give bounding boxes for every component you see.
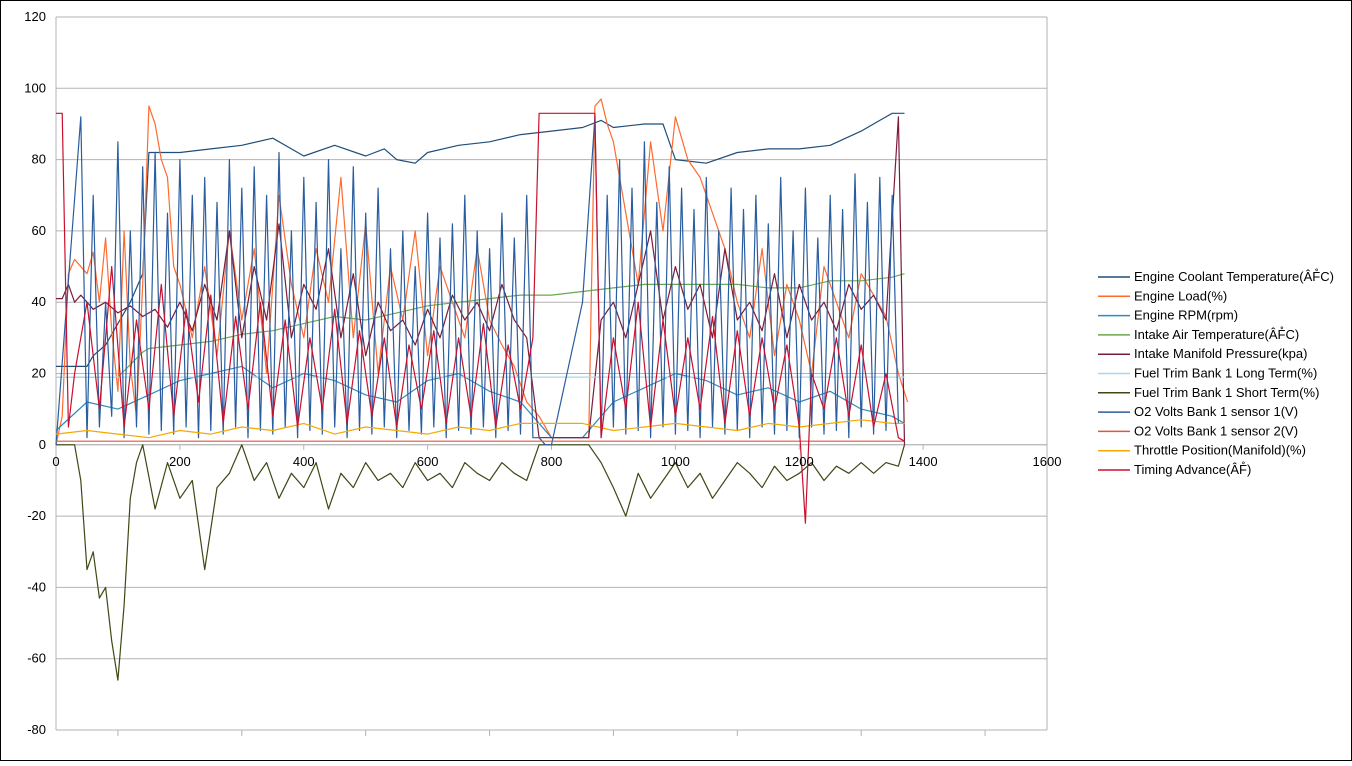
legend-label: Throttle Position(Manifold)(%)	[1134, 443, 1306, 458]
series-line-7	[55, 116, 899, 446]
y-tick-label: -60	[27, 651, 46, 666]
y-tick-label: -40	[27, 579, 46, 594]
series-lines	[55, 98, 909, 681]
y-tick-label: -20	[27, 508, 46, 523]
y-tick-label: 60	[32, 223, 46, 238]
y-tick-label: 80	[32, 152, 46, 167]
y-tick-label: 100	[24, 80, 46, 95]
x-tick-label: 0	[52, 454, 59, 469]
legend-label: Engine RPM(rpm)	[1134, 308, 1238, 323]
series-line-10	[56, 112, 905, 524]
x-tick-label: 1000	[661, 454, 690, 469]
legend-label: Intake Manifold Pressure(kpa)	[1134, 346, 1307, 361]
x-tick-label: 1400	[909, 454, 938, 469]
series-line-9	[55, 419, 905, 439]
x-tick-label: 800	[541, 454, 563, 469]
legend-label: Timing Advance(ÂF̊)	[1134, 461, 1251, 477]
legend-label: Fuel Trim Bank 1 Long Term(%)	[1134, 366, 1317, 381]
legend-label: Fuel Trim Bank 1 Short Term(%)	[1134, 385, 1319, 400]
y-tick-label: 120	[24, 9, 46, 24]
legend-label: Intake Air Temperature(ÂF̊C)	[1134, 326, 1299, 342]
legend: Engine Coolant Temperature(ÂF̊C) Engine L…	[1098, 268, 1334, 477]
series-line-1	[55, 98, 909, 445]
y-tick-label: 40	[32, 294, 46, 309]
legend-label: O2 Volts Bank 1 sensor 1(V)	[1134, 404, 1298, 419]
y-tick-label: 0	[39, 437, 46, 452]
series-line-6	[56, 444, 906, 681]
series-line-4	[56, 116, 906, 445]
y-tick-label: 20	[32, 366, 46, 381]
x-tick-label: 600	[417, 454, 439, 469]
y-tick-label: -80	[27, 722, 46, 737]
x-tick-label: 400	[293, 454, 315, 469]
x-tick-label: 200	[169, 454, 191, 469]
legend-label: Engine Coolant Temperature(ÂF̊C)	[1134, 268, 1334, 284]
series-line-0	[56, 112, 905, 367]
legend-label: O2 Volts Bank 1 sensor 2(V)	[1134, 423, 1298, 438]
x-tick-label: 1200	[785, 454, 814, 469]
x-tick-label: 1600	[1033, 454, 1062, 469]
legend-label: Engine Load(%)	[1134, 288, 1227, 303]
